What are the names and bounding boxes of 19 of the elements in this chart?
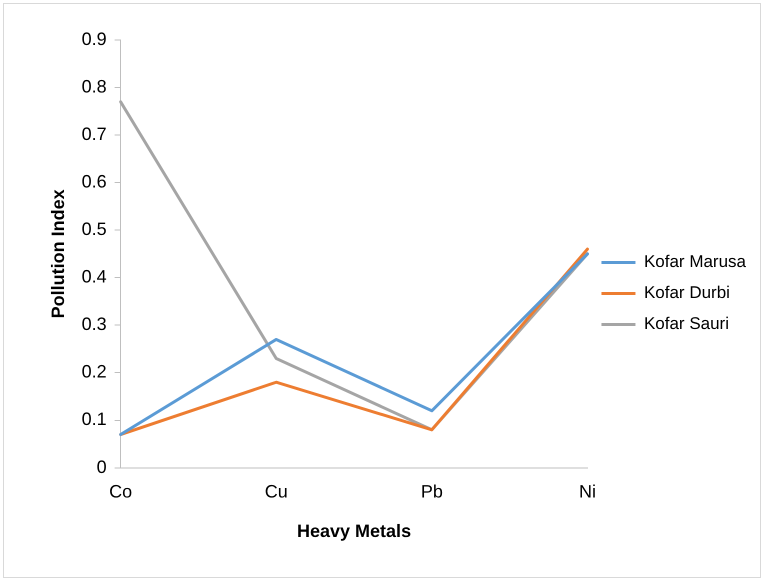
y-tick-label: 0.1	[82, 409, 107, 430]
x-tick-label: Ni	[578, 482, 596, 502]
y-tick-label: 0.2	[82, 362, 107, 382]
legend-label: Kofar Marusa	[644, 252, 747, 272]
y-tick-label: 0.6	[82, 172, 107, 192]
legend-label: Kofar Durbi	[644, 283, 730, 302]
x-axis-title: Heavy Metals	[297, 521, 412, 542]
y-tick-label: 0.5	[82, 219, 107, 240]
x-tick-label: Pb	[420, 482, 443, 502]
x-tick-label: Co	[109, 482, 132, 502]
y-axis-title: Pollution Index	[48, 189, 68, 318]
y-tick-label: 0.8	[82, 76, 107, 96]
y-tick-label: 0.7	[82, 124, 107, 144]
y-tick-label: 0.4	[82, 266, 107, 287]
y-tick-label: 0.3	[82, 314, 107, 334]
y-tick-label: 0	[96, 456, 107, 477]
legend-label: Kofar Sauri	[644, 314, 730, 334]
x-tick-label: Cu	[264, 482, 288, 502]
y-tick-label: 0.9	[82, 28, 107, 49]
